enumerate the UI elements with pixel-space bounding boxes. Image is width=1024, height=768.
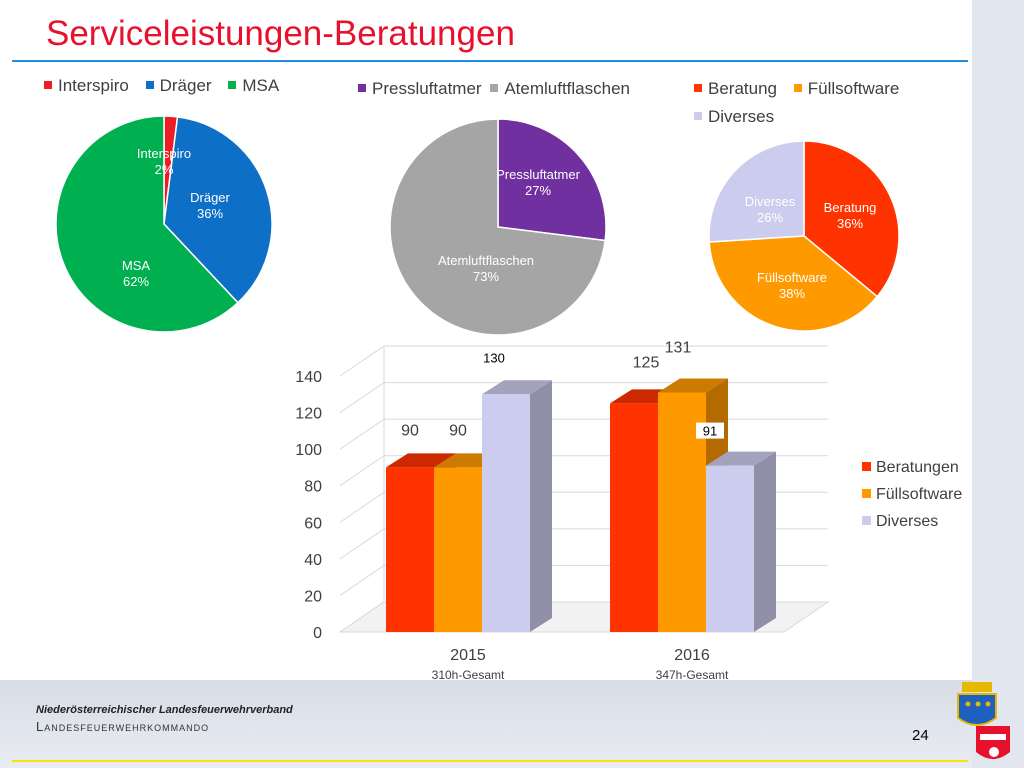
pie-slice-beratung <box>803 140 900 298</box>
y-tick-label: 40 <box>304 552 322 569</box>
y-tick-label: 20 <box>304 588 322 605</box>
title-rule-blue <box>12 60 968 62</box>
legend-item: MSA <box>228 76 279 96</box>
legend-label: Atemluftflaschen <box>504 79 631 98</box>
bar-füllsoftware-2015 <box>434 467 482 632</box>
bar-beratungen-2016 <box>610 403 658 632</box>
pie-slice-label: Dräger <box>190 190 230 205</box>
legend-item: Diverses <box>694 103 774 131</box>
y-tick-label: 80 <box>304 479 322 496</box>
charts-canvas: Interspiro2%Dräger36%MSA62%Pressluftatme… <box>55 115 962 682</box>
legend-label: Füllsoftware <box>807 79 900 98</box>
legend-swatch <box>862 516 871 525</box>
footer-rule-yellow <box>12 760 968 762</box>
x-category-label: 2015 <box>450 647 486 664</box>
legend-label: Interspiro <box>58 76 129 95</box>
coat-of-arms-logo <box>957 682 1010 759</box>
bar-diverses-2015 <box>482 394 530 632</box>
page-number: 24 <box>912 727 929 744</box>
bar-value-label: 91 <box>703 424 717 439</box>
bar-top <box>386 453 456 468</box>
x-category-subtitle: 347h-Gesamt <box>656 668 729 682</box>
footer-band <box>0 680 972 768</box>
bar-value-label: 131 <box>665 339 692 356</box>
bar-top <box>482 380 552 395</box>
legend-swatch <box>862 462 871 471</box>
x-category-label: 2016 <box>674 647 710 664</box>
legend-item: Atemluftflaschen <box>490 79 630 99</box>
pie-slice-label: Pressluftatmer <box>496 167 580 182</box>
footer-org-subtitle: Landesfeuerwehrkommando <box>36 719 210 734</box>
pie-slice-dräger <box>163 116 273 304</box>
pie-slice-value: 36% <box>197 206 223 221</box>
pie-slice-msa <box>55 115 239 333</box>
pie-slice-value: 27% <box>525 183 551 198</box>
bar-value-label: 130 <box>483 350 505 365</box>
pie-slice-value: 38% <box>779 286 805 301</box>
pie-slice-label: Atemluftflaschen <box>438 253 534 268</box>
bar-top <box>658 378 728 393</box>
pie-slice-label: MSA <box>122 258 151 273</box>
footer-org-name: Niederösterreichischer Landesfeuerwehrve… <box>36 704 293 716</box>
pie-slice-value: 2% <box>155 162 174 177</box>
bar-side <box>530 380 552 632</box>
legend-label: Beratungen <box>876 459 959 476</box>
legend-label: Pressluftatmer <box>372 79 482 98</box>
y-tick-label: 60 <box>304 515 322 532</box>
legend-swatch <box>862 489 871 498</box>
pie-slice-value: 36% <box>837 216 863 231</box>
value-label-bg <box>480 349 508 366</box>
value-label-bg <box>696 422 724 439</box>
legend-label: Dräger <box>159 76 212 95</box>
legend-item: Beratung <box>694 75 777 103</box>
y-tick-label: 120 <box>295 406 322 423</box>
y-tick-label: 140 <box>295 369 322 386</box>
legend-item: Interspiro <box>44 76 129 96</box>
pie-slice-value: 62% <box>123 274 149 289</box>
legend-label: Beratung <box>708 79 777 98</box>
bar-diverses-2016 <box>706 465 754 632</box>
bar-top <box>706 451 776 466</box>
y-tick-label: 100 <box>295 442 322 459</box>
legend-item: Füllsoftware <box>793 75 900 103</box>
pie-slice-diverses <box>708 140 805 243</box>
legend-label: Diverses <box>876 513 938 530</box>
pie-slice-atemluftflaschen <box>389 118 606 336</box>
pie-slice-label: Diverses <box>745 194 796 209</box>
pie-slice-füllsoftware <box>708 235 879 332</box>
bar-value-label: 90 <box>449 422 467 439</box>
page-title: Serviceleistungen-Beratungen <box>46 14 515 53</box>
legend-label: Diverses <box>708 107 775 126</box>
bar-beratungen-2015 <box>386 467 434 632</box>
pie-slice-value: 73% <box>473 269 499 284</box>
legend-label: Füllsoftware <box>876 486 962 503</box>
x-category-subtitle: 310h-Gesamt <box>432 668 505 682</box>
bar-side <box>754 451 776 632</box>
pie-slice-value: 26% <box>757 210 783 225</box>
pie-slice-label: Füllsoftware <box>757 270 827 285</box>
legend-item: Pressluftatmer <box>358 79 482 99</box>
pie1-legend: Interspiro Dräger MSA <box>44 76 291 96</box>
pie3-legend: Beratung Füllsoftware Diverses <box>694 75 911 131</box>
y-tick-label: 0 <box>313 625 322 642</box>
pie-slice-label: Interspiro <box>137 146 191 161</box>
bar-value-label: 125 <box>633 354 660 371</box>
legend-label: MSA <box>242 76 280 95</box>
pie2-legend: Pressluftatmer Atemluftflaschen <box>358 79 630 99</box>
legend-item: Dräger <box>145 76 212 96</box>
bar-value-label: 90 <box>401 422 419 439</box>
pie-slice-pressluftatmer <box>497 118 607 242</box>
right-decor-band <box>972 0 1024 768</box>
pie-slice-label: Beratung <box>824 200 877 215</box>
